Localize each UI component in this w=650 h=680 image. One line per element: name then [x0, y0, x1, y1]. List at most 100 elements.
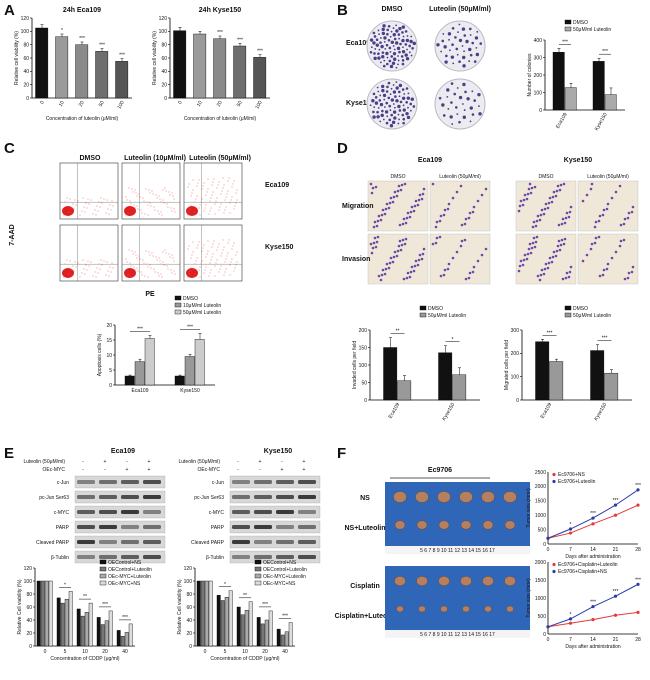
- e-band: [276, 525, 294, 529]
- e-c2-bar: [236, 606, 241, 647]
- c-flow-event: [103, 260, 105, 262]
- c-flow-event: [207, 240, 209, 242]
- c-flow-event: [190, 195, 192, 197]
- c-flow-event: [231, 258, 233, 260]
- e-c2-bar: [200, 580, 205, 647]
- b-plate-kyse-dmso-colony: [406, 96, 411, 100]
- e-c1-legend-swatch: [99, 573, 107, 579]
- d-mig-ytick-label: 0: [516, 398, 519, 404]
- c-flow-event: [211, 256, 213, 258]
- c-flow-event: [84, 273, 86, 275]
- c-flow-event: [205, 194, 207, 196]
- a-left-title: 24h Eca109: [63, 7, 101, 14]
- c-flow-event: [127, 274, 129, 276]
- f-c1-star: *: [570, 522, 572, 528]
- b-plate-eca-dmso-colony: [377, 56, 381, 60]
- b-plate-eca-dmso-colony: [375, 43, 380, 47]
- f-c1-xtick-label: 14: [590, 547, 596, 553]
- e-c2-star: ***: [282, 614, 288, 620]
- d-mig-star: ***: [602, 336, 608, 342]
- d-cell: [379, 218, 383, 222]
- e-c2-legend-label: OEc-MYC+Luteolin: [263, 574, 306, 580]
- a-right-ytick-label: 60: [161, 56, 167, 62]
- b-plate-kyse-dmso-colony: [398, 109, 402, 112]
- a-right-ytick-label: 20: [161, 82, 167, 88]
- b-plate-eca-dmso-colony: [393, 48, 396, 51]
- c-flow-event: [170, 269, 172, 271]
- d-cell: [370, 251, 374, 255]
- e-band: [232, 525, 250, 529]
- c-flow-event: [162, 261, 164, 263]
- c-flow-event: [98, 201, 100, 203]
- c-flow-event: [149, 254, 151, 256]
- b-plate-kyse-dmso-colony: [397, 104, 401, 109]
- d-cell: [567, 275, 571, 279]
- c-flow-event: [131, 188, 133, 190]
- d-cell: [593, 241, 597, 245]
- c-xlabel: PE: [145, 291, 155, 298]
- d-cell: [569, 265, 573, 269]
- d-cell: [403, 242, 407, 246]
- b-chart-bar: [552, 52, 565, 111]
- d-cell: [610, 196, 614, 200]
- d-cell: [375, 240, 379, 244]
- c-flow-event: [109, 266, 111, 268]
- d-cell: [526, 252, 530, 256]
- b-plate-eca-dmso-colony: [383, 36, 387, 40]
- c-flow-event: [188, 211, 190, 213]
- b-chart-bar: [604, 94, 617, 111]
- c-flow-event: [129, 262, 131, 264]
- d-cell: [406, 211, 410, 215]
- b-plate-kyse-lut-colony: [462, 115, 467, 119]
- b-plate-kyse-lut-colony: [447, 108, 450, 110]
- e-band: [254, 510, 272, 514]
- e-band: [77, 495, 95, 499]
- b-plate-eca-dmso-colony: [392, 45, 395, 47]
- a-right-xtick-label: 20: [216, 100, 224, 108]
- b-plate-eca-dmso-colony: [410, 54, 413, 57]
- b-chart-ytick-label: 0: [539, 108, 542, 114]
- c-flow-event: [174, 211, 176, 213]
- b-plate-eca-dmso-colony: [392, 51, 397, 56]
- e-band: [121, 555, 139, 559]
- d-cell: [562, 182, 566, 186]
- f-c2-star: *: [570, 612, 572, 618]
- d-mig-legend-swatch: [564, 312, 572, 318]
- c-ylabel: 7-AAD: [9, 224, 16, 245]
- d-cell: [484, 247, 488, 251]
- c-flow-event: [112, 267, 114, 269]
- c-flow-event: [229, 264, 231, 266]
- c-flow-event: [125, 258, 127, 260]
- f-c2-group: 0 500 1000 1500 2000 0 7 14 21 28 Tumor size (mm³)…: [526, 560, 641, 650]
- d-cell: [463, 238, 467, 242]
- c-flow-event: [226, 193, 228, 195]
- c-flow-event: [100, 259, 102, 261]
- a-left-xtick-label: 50: [98, 100, 106, 108]
- e-c2-ytick-label: 20: [186, 631, 192, 637]
- f-c2-star: ***: [590, 600, 596, 606]
- b-row2: Kyse150: [346, 100, 375, 107]
- f-tumor: [393, 491, 407, 503]
- b-plate-eca-lut-colony: [441, 39, 445, 43]
- e-c1-xtick-label: 0: [44, 649, 47, 655]
- d-micrograph: [577, 180, 639, 232]
- a-left-bar: [55, 36, 69, 99]
- c-flow-event: [70, 269, 72, 271]
- a-left-star: ***: [99, 43, 105, 49]
- c-flow-event: [191, 254, 193, 256]
- c-flow-event: [147, 204, 149, 206]
- d-cell: [602, 208, 606, 212]
- c-flow-event: [88, 265, 90, 267]
- d-cell: [543, 267, 547, 271]
- b-plate-kyse-dmso-colony: [386, 85, 389, 89]
- d-cell: [540, 268, 544, 272]
- d-cell: [557, 223, 561, 227]
- c-flow-cluster: [186, 268, 198, 278]
- a-right-ytick-label: 0: [164, 96, 167, 102]
- e-c1-ylabel: Relative Cell viability (%): [17, 579, 23, 634]
- d-cell: [530, 246, 534, 250]
- e-group-1: Kyse150: [264, 448, 293, 455]
- c-flow-event: [134, 189, 136, 191]
- c-flow-event: [156, 259, 158, 261]
